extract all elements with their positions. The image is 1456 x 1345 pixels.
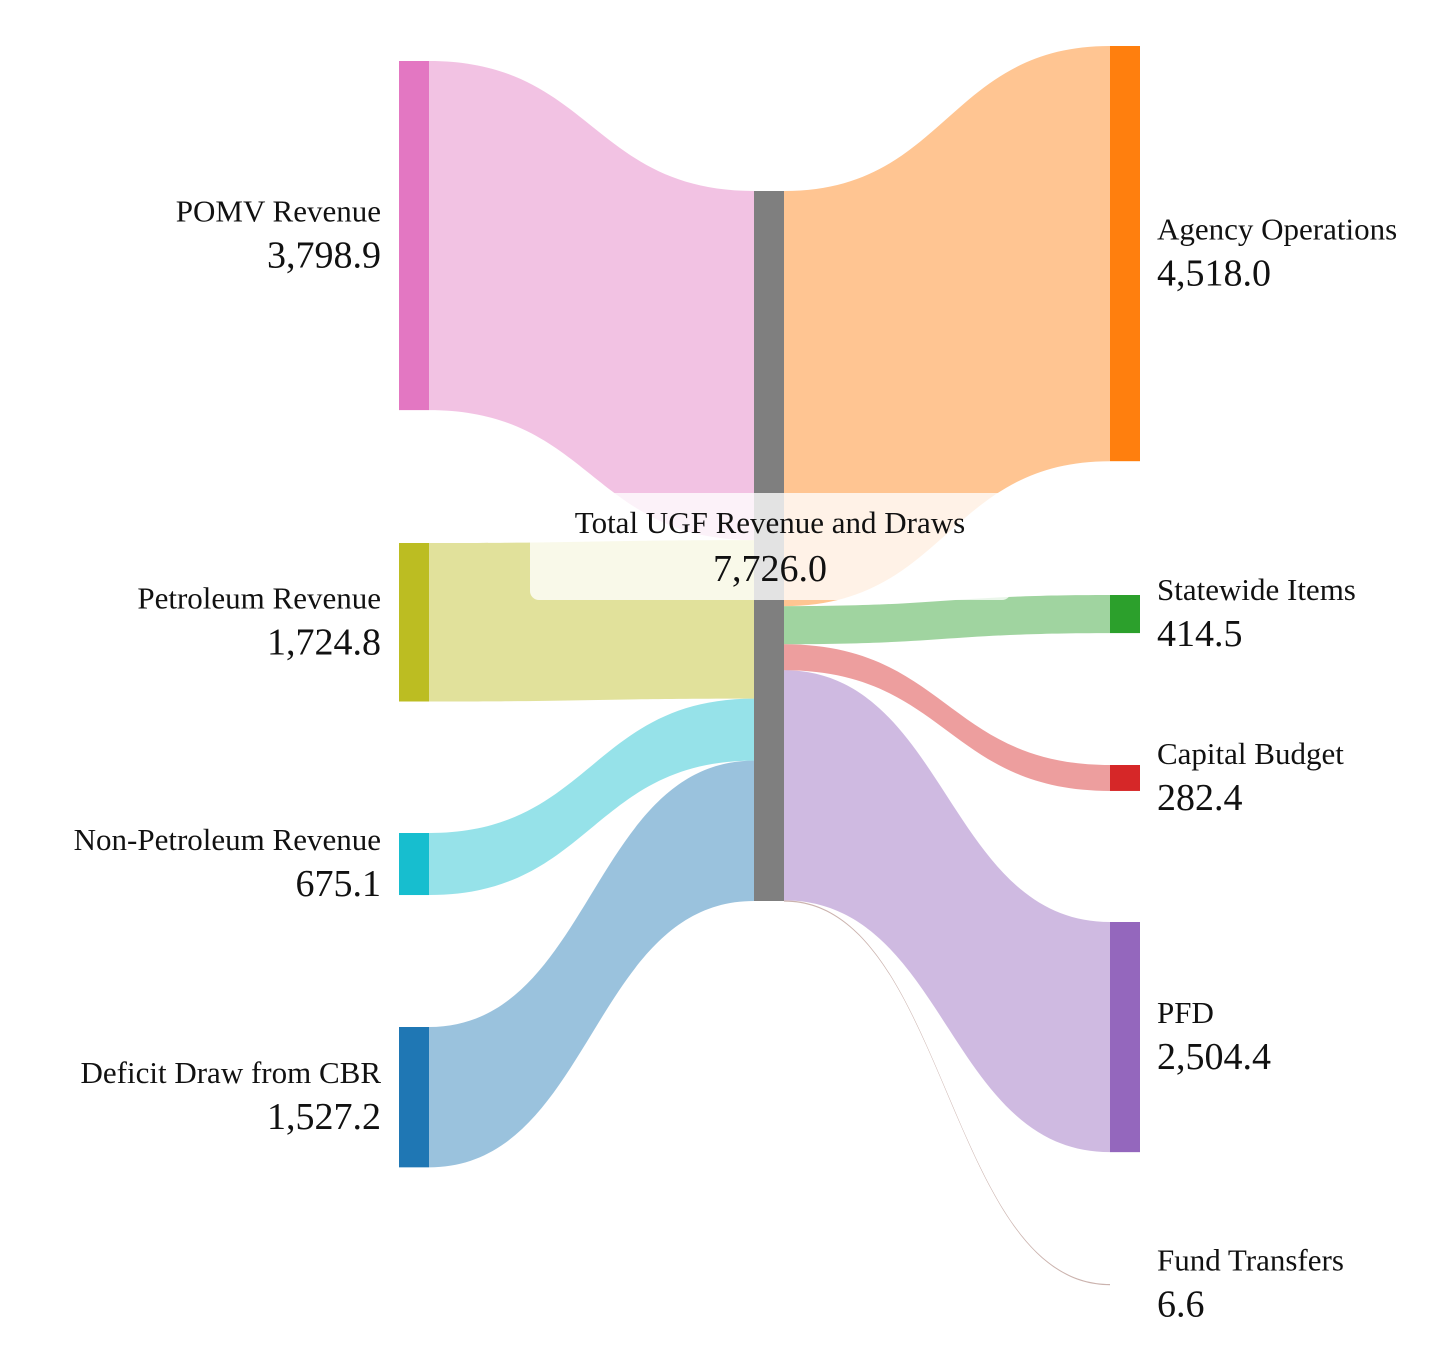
node-bar-agency-operations bbox=[1110, 46, 1140, 462]
node-value-pomv-revenue: 3,798.9 bbox=[267, 235, 381, 277]
link-pfd bbox=[784, 670, 1110, 1153]
node-bar-statewide-items bbox=[1110, 595, 1140, 634]
sankey-labels: POMV Revenue 3,798.9 Petroleum Revenue 1,72… bbox=[74, 194, 1398, 1326]
node-value-agency-operations: 4,518.0 bbox=[1157, 253, 1271, 295]
node-value-non-petroleum-revenue: 675.1 bbox=[296, 863, 382, 905]
node-label-fund-transfers: Fund Transfers bbox=[1157, 1243, 1344, 1278]
node-value-petroleum-revenue: 1,724.8 bbox=[267, 621, 381, 663]
node-value-statewide-items: 414.5 bbox=[1157, 613, 1243, 655]
node-value-deficit-draw-from-cbr: 1,527.2 bbox=[267, 1096, 381, 1138]
center-node-value: 7,726.0 bbox=[713, 548, 827, 590]
center-label-background bbox=[530, 493, 1011, 600]
center-node-name: Total UGF Revenue and Draws bbox=[575, 505, 965, 540]
node-label-deficit-draw-from-cbr: Deficit Draw from CBR bbox=[81, 1055, 382, 1090]
link-agency-operations bbox=[784, 46, 1110, 607]
link-capital-budget bbox=[784, 644, 1110, 791]
node-label-agency-operations: Agency Operations bbox=[1157, 212, 1397, 247]
node-bar-non-petroleum-revenue bbox=[399, 833, 429, 896]
node-value-fund-transfers: 6.6 bbox=[1157, 1284, 1205, 1326]
node-label-statewide-items: Statewide Items bbox=[1157, 572, 1356, 607]
node-value-capital-budget: 282.4 bbox=[1157, 777, 1243, 819]
node-bar-petroleum-revenue bbox=[399, 543, 429, 702]
link-pomv-revenue bbox=[429, 61, 754, 541]
node-value-pfd: 2,504.4 bbox=[1157, 1036, 1271, 1078]
node-label-pfd: PFD bbox=[1157, 995, 1214, 1030]
link-fund-transfers bbox=[784, 900, 1110, 1286]
link-statewide-items bbox=[784, 595, 1110, 645]
node-label-non-petroleum-revenue: Non-Petroleum Revenue bbox=[74, 822, 381, 857]
node-bar-deficit-draw-from-cbr bbox=[399, 1027, 429, 1168]
link-non-petroleum-revenue bbox=[429, 698, 754, 896]
sankey-links bbox=[429, 46, 1110, 1286]
center-node-label: Total UGF Revenue and Draws 7,726.0 bbox=[530, 493, 1011, 600]
link-deficit-draw-from-cbr bbox=[429, 760, 754, 1168]
node-bar-capital-budget bbox=[1110, 765, 1140, 791]
node-label-pomv-revenue: POMV Revenue bbox=[176, 194, 381, 229]
node-bar-pfd bbox=[1110, 922, 1140, 1153]
node-label-capital-budget: Capital Budget bbox=[1157, 736, 1344, 771]
node-label-petroleum-revenue: Petroleum Revenue bbox=[137, 580, 381, 615]
node-bar-pomv-revenue bbox=[399, 61, 429, 411]
